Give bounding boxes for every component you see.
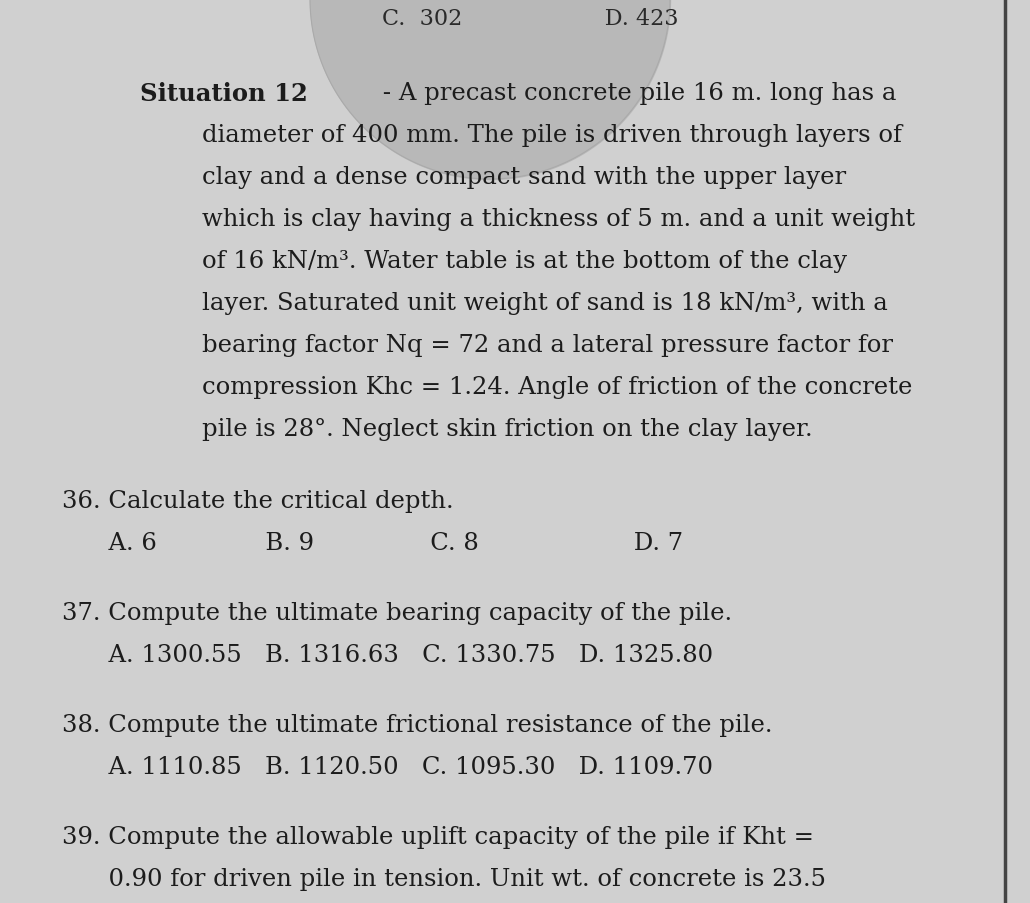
Text: diameter of 400 mm. The pile is driven through layers of: diameter of 400 mm. The pile is driven t… (140, 124, 902, 147)
Text: bearing factor Nq = 72 and a lateral pressure factor for: bearing factor Nq = 72 and a lateral pre… (140, 333, 893, 357)
Text: of 16 kN/m³. Water table is at the bottom of the clay: of 16 kN/m³. Water table is at the botto… (140, 250, 847, 273)
Text: which is clay having a thickness of 5 m. and a unit weight: which is clay having a thickness of 5 m.… (140, 208, 915, 231)
Text: C.  302                    D. 423: C. 302 D. 423 (382, 8, 678, 30)
Text: layer. Saturated unit weight of sand is 18 kN/m³, with a: layer. Saturated unit weight of sand is … (140, 292, 888, 314)
Text: compression Khc = 1.24. Angle of friction of the concrete: compression Khc = 1.24. Angle of frictio… (140, 376, 913, 398)
Text: 0.90 for driven pile in tension. Unit wt. of concrete is 23.5: 0.90 for driven pile in tension. Unit wt… (62, 867, 826, 890)
Text: A. 1300.55   B. 1316.63   C. 1330.75   D. 1325.80: A. 1300.55 B. 1316.63 C. 1330.75 D. 1325… (62, 643, 713, 666)
Text: A. 6              B. 9               C. 8                    D. 7: A. 6 B. 9 C. 8 D. 7 (62, 531, 683, 554)
Text: pile is 28°. Neglect skin friction on the clay layer.: pile is 28°. Neglect skin friction on th… (140, 417, 813, 441)
Text: - A precast concrete pile 16 m. long has a: - A precast concrete pile 16 m. long has… (375, 82, 896, 105)
Text: 39. Compute the allowable uplift capacity of the pile if Kht =: 39. Compute the allowable uplift capacit… (62, 825, 814, 848)
Text: 38. Compute the ultimate frictional resistance of the pile.: 38. Compute the ultimate frictional resi… (62, 713, 772, 736)
Text: Situation 12: Situation 12 (140, 82, 308, 106)
Text: A. 1110.85   B. 1120.50   C. 1095.30   D. 1109.70: A. 1110.85 B. 1120.50 C. 1095.30 D. 1109… (62, 755, 713, 778)
Text: 36. Calculate the critical depth.: 36. Calculate the critical depth. (62, 489, 453, 512)
Text: clay and a dense compact sand with the upper layer: clay and a dense compact sand with the u… (140, 166, 846, 189)
Text: 37. Compute the ultimate bearing capacity of the pile.: 37. Compute the ultimate bearing capacit… (62, 601, 732, 624)
